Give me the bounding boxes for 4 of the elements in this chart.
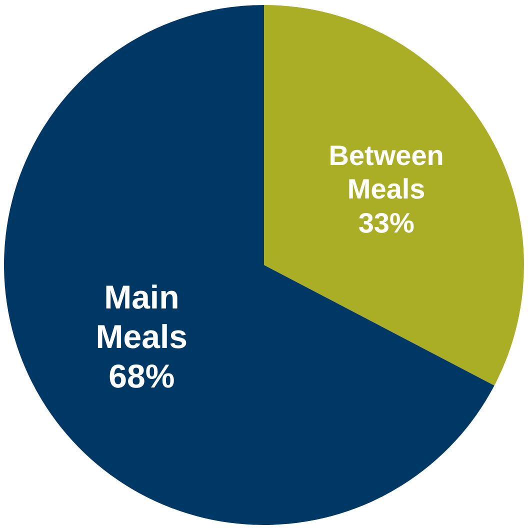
slice-label: Main Meals — [96, 278, 188, 356]
data-label: 33% — [358, 207, 414, 238]
slice-label: Between Meals — [328, 140, 444, 205]
data-label: 68% — [108, 358, 175, 395]
